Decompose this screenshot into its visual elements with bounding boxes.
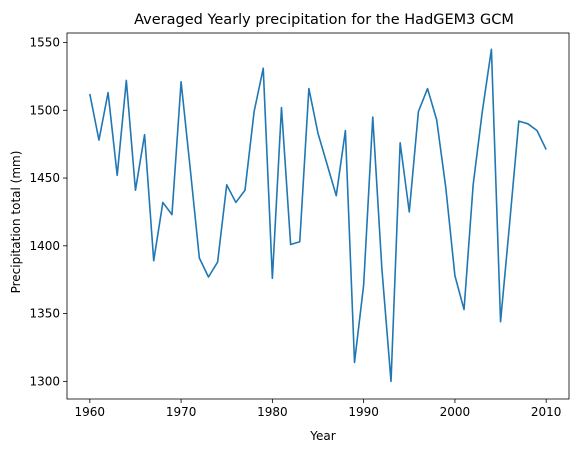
plot-area	[66, 32, 570, 400]
y-tick-label: 1350	[29, 307, 60, 321]
y-tick-label: 1550	[29, 35, 60, 49]
plot-frame	[66, 32, 570, 400]
x-axis-label: Year	[309, 429, 335, 443]
y-axis-label: Precipitation total (mm)	[9, 151, 23, 294]
x-axis-ticks: 1960 1970 1980 1990 2000 2010	[75, 399, 562, 419]
y-axis-ticks: 1300 1350 1400 1450 1500 1550	[29, 35, 67, 388]
x-tick-label: 1970	[166, 405, 197, 419]
x-tick-label: 1960	[75, 405, 106, 419]
x-tick-label: 2010	[531, 405, 562, 419]
y-tick-label: 1500	[29, 103, 60, 117]
x-tick-label: 1980	[257, 405, 288, 419]
x-tick-label: 2000	[440, 405, 471, 419]
y-tick-label: 1300	[29, 374, 60, 388]
y-tick-label: 1400	[29, 239, 60, 253]
y-tick-label: 1450	[29, 171, 60, 185]
x-tick-label: 1990	[348, 405, 379, 419]
chart-title: Averaged Yearly precipitation for the Ha…	[134, 12, 514, 28]
series-line	[89, 48, 547, 383]
